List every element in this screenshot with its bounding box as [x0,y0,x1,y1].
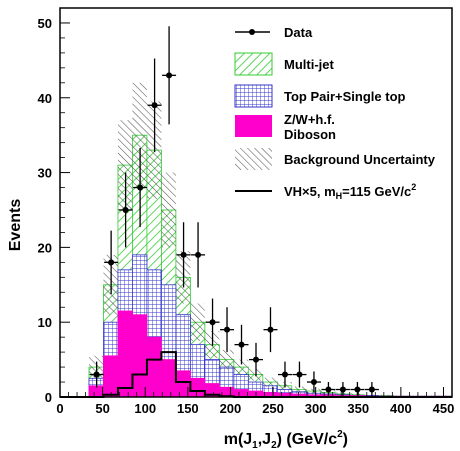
data-point [325,386,332,393]
plot-area [60,26,453,398]
x-tick-label: 200 [220,401,242,416]
uncertainty-band [190,303,205,341]
data-point [310,379,317,386]
legend-uncertainty: Background Uncertainty [235,148,436,170]
legend-uncertainty-label: Background Uncertainty [284,152,436,167]
data-point [93,371,100,378]
legend-signal-label: VH×5, mH=115 GeV/c2 [284,182,416,201]
legend-multijet-label: Multi-jet [284,57,334,72]
legend-data: Data [235,25,313,40]
data-point [108,259,115,266]
zw-diboson-bar [233,389,249,398]
legend: Data Multi-jet Top Pair+Single top Z/W+h… [234,25,436,201]
legend-top-label: Top Pair+Single top [284,89,406,104]
data-point [238,341,245,348]
legend-top: Top Pair+Single top [234,84,406,108]
x-tick-label: 350 [347,401,369,416]
data-point [281,371,288,378]
y-tick-label: 0 [45,390,52,405]
zw-diboson-bar [189,377,206,398]
uncertainty-band [161,172,176,248]
y-tick-label: 10 [38,315,52,330]
x-axis-label: m(J1,J2) (GeV/c2) [224,429,348,451]
legend-data-label: Data [284,25,313,40]
x-tick-label: 450 [433,401,455,416]
data-point [368,386,375,393]
zw-diboson-bar [146,336,162,398]
zw-diboson-bar [132,314,148,398]
zw-diboson-bar [117,310,133,398]
data-point [253,356,259,363]
data-point [151,102,158,109]
data-point [137,184,144,191]
uncertainty-band [233,359,249,375]
data-point [339,386,346,393]
y-tick-label: 30 [38,166,52,181]
uncertainty-band [291,386,307,393]
data-point [209,319,216,326]
x-tick-label: 400 [390,401,412,416]
uncertainty-band [117,120,133,210]
legend-zw-label-line1: Z/W+h.f. [284,112,335,127]
x-tick-label: 100 [134,401,156,416]
zw-diboson-bar [103,355,119,398]
data-point [267,326,274,333]
legend-signal: VH×5, mH=115 GeV/c2 [235,182,416,201]
legend-zw: Z/W+h.f. Diboson [235,112,336,142]
x-tick-label: 50 [95,401,109,416]
uncertainty-band [378,394,394,397]
y-tick-label: 50 [38,16,52,31]
zw-diboson-bar [161,359,177,398]
data-point [166,72,173,79]
x-tick-label: 0 [56,401,63,416]
legend-multijet: Multi-jet [234,52,334,76]
data-point [122,206,129,213]
data-point [195,251,202,258]
y-tick-label: 40 [38,91,52,106]
uncertainty-band [262,377,278,387]
y-tick-label: 20 [38,240,52,255]
data-point [224,326,231,333]
x-tick-label: 250 [262,401,284,416]
x-tick-label: 150 [177,401,199,416]
x-tick-label: 300 [305,401,327,416]
data-point [180,251,187,258]
legend-zw-label-line2: Diboson [284,127,336,142]
data-point [354,386,361,393]
y-axis-label: Events [7,199,24,252]
uncertainty-band [132,82,147,188]
data-point [296,371,303,378]
uncertainty-band [219,349,234,370]
axis-ticks: 0 50 100 150 200 250 300 350 400 450 0 10 20 30 40 50 [38,16,455,416]
